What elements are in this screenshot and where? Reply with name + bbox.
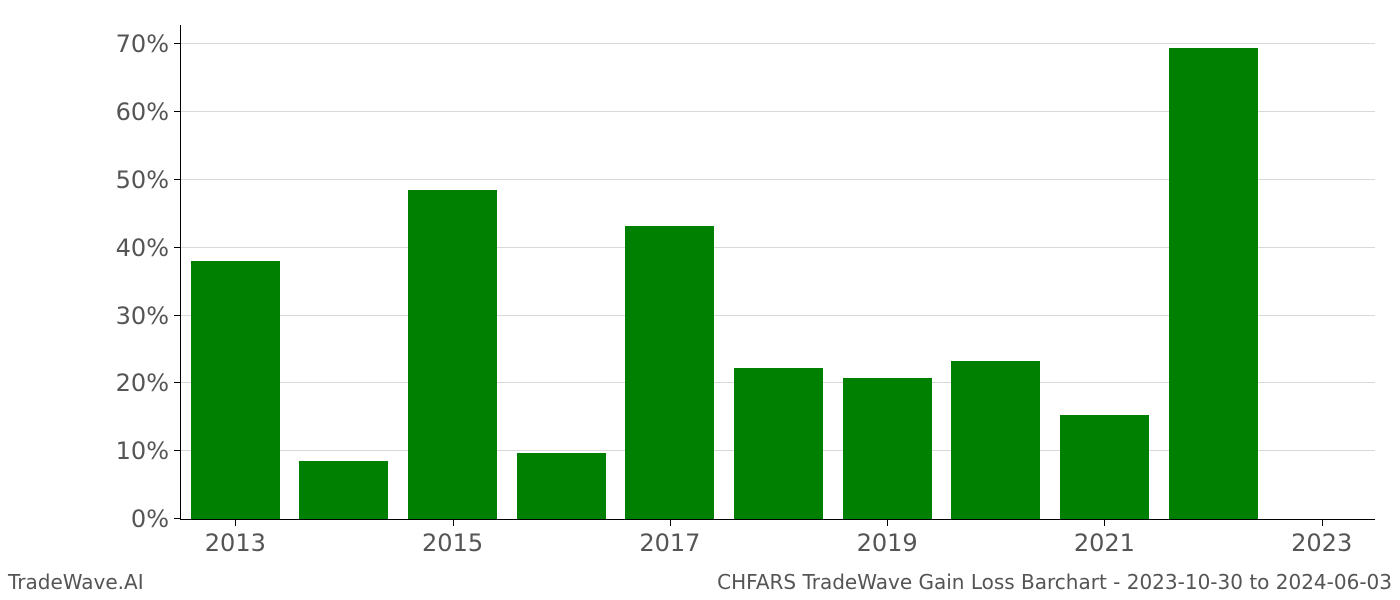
x-tick-label: 2023 xyxy=(1291,519,1352,557)
bar xyxy=(299,461,388,519)
bar xyxy=(1169,48,1258,519)
x-tick-label: 2013 xyxy=(205,519,266,557)
bar xyxy=(625,226,714,519)
y-tick-label: 20% xyxy=(116,369,181,397)
bar xyxy=(734,368,823,519)
y-tick-label: 70% xyxy=(116,30,181,58)
x-tick-label: 2017 xyxy=(639,519,700,557)
gain-loss-barchart: 0% 10% 20% 30% 40% 50% 60% 70% 2013 2015 2017 2019 2… xyxy=(0,0,1400,600)
y-tick-label: 0% xyxy=(131,505,181,533)
bar xyxy=(517,453,606,519)
footer-left-brand: TradeWave.AI xyxy=(8,570,144,594)
y-tick-label: 50% xyxy=(116,166,181,194)
bar xyxy=(191,261,280,519)
y-tick-label: 60% xyxy=(116,98,181,126)
x-tick-label: 2015 xyxy=(422,519,483,557)
y-tick-label: 40% xyxy=(116,234,181,262)
bar xyxy=(951,361,1040,519)
y-tick-label: 30% xyxy=(116,302,181,330)
y-gridline xyxy=(181,43,1375,44)
bar xyxy=(843,378,932,519)
bar xyxy=(408,190,497,519)
plot-area: 0%10%20%30%40%50%60%70%20132015201720192… xyxy=(180,25,1375,520)
footer-right-caption: CHFARS TradeWave Gain Loss Barchart - 20… xyxy=(717,570,1392,594)
bar xyxy=(1060,415,1149,519)
x-tick-label: 2019 xyxy=(857,519,918,557)
y-tick-label: 10% xyxy=(116,437,181,465)
x-tick-label: 2021 xyxy=(1074,519,1135,557)
